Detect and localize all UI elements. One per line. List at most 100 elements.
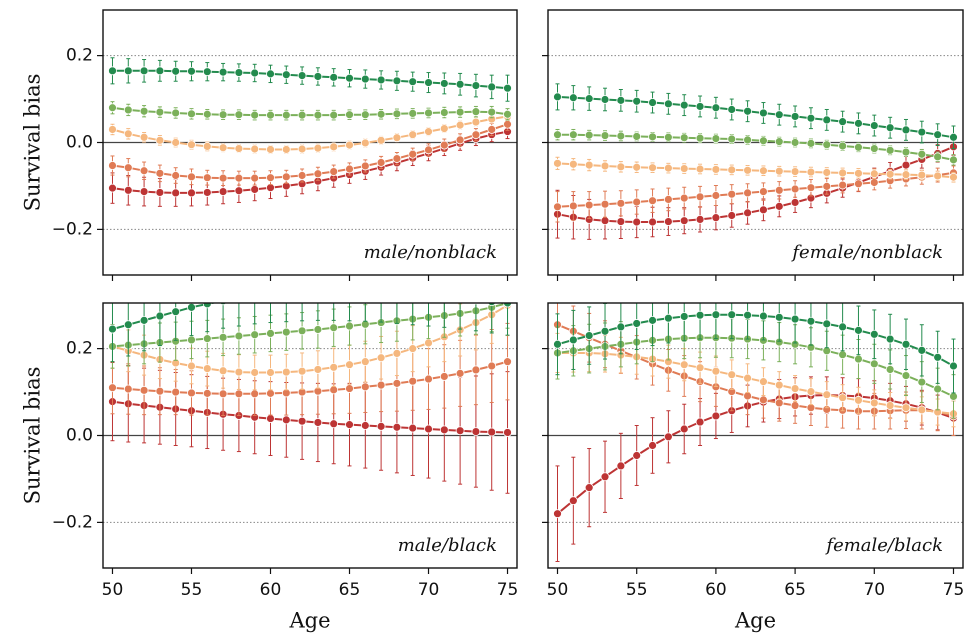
point [455, 107, 465, 117]
point [346, 289, 354, 297]
point [202, 303, 212, 309]
point [392, 154, 402, 163]
point [869, 359, 879, 369]
point [695, 164, 705, 174]
point [648, 441, 657, 450]
point [901, 160, 911, 170]
series [553, 128, 958, 166]
point [838, 350, 848, 360]
point [553, 339, 562, 349]
point [616, 322, 626, 332]
point [759, 377, 768, 387]
series [108, 101, 512, 121]
point [553, 509, 562, 519]
point [933, 152, 943, 162]
point [250, 185, 260, 194]
point [711, 213, 721, 223]
point [759, 108, 768, 118]
point [297, 171, 307, 180]
point [360, 74, 370, 84]
point [759, 166, 768, 176]
point [616, 162, 626, 172]
point [313, 110, 323, 120]
point [329, 167, 339, 177]
point [806, 138, 816, 148]
point [329, 142, 339, 152]
x-tick-label: 70 [418, 580, 440, 600]
x-tick-label: 75 [497, 580, 519, 600]
point [838, 393, 848, 403]
axes-frame [547, 9, 964, 276]
plot-area [548, 303, 963, 562]
point [648, 315, 657, 325]
point [806, 113, 816, 123]
point [679, 216, 689, 226]
plot-area [548, 55, 963, 240]
point [743, 106, 752, 116]
point [854, 179, 863, 189]
point [933, 130, 943, 140]
point [584, 160, 594, 170]
point [281, 145, 291, 154]
point [171, 171, 181, 180]
point [838, 180, 848, 190]
point [345, 140, 354, 150]
point [218, 187, 228, 196]
point [360, 161, 370, 171]
point [695, 102, 705, 111]
point [487, 303, 496, 307]
point [584, 200, 594, 210]
point [695, 417, 705, 427]
point [949, 155, 958, 165]
point [759, 395, 768, 405]
point [584, 331, 594, 340]
point [679, 360, 689, 370]
y-tick-label: −0.2 [52, 512, 93, 532]
point [187, 335, 196, 345]
point [108, 324, 117, 334]
point [218, 143, 228, 153]
point [616, 95, 626, 105]
point [123, 105, 133, 115]
series [553, 303, 958, 394]
point [711, 310, 721, 320]
point [297, 144, 307, 154]
point [743, 188, 752, 198]
point [885, 365, 895, 374]
point [455, 135, 465, 145]
x-tick-label: 60 [705, 580, 727, 600]
point [854, 395, 863, 405]
point [600, 199, 610, 209]
series [553, 83, 958, 150]
point [774, 185, 784, 195]
point [202, 142, 212, 151]
point [266, 69, 275, 79]
point [632, 96, 642, 106]
point [679, 100, 689, 110]
point [695, 363, 705, 373]
point [743, 373, 752, 383]
point [822, 390, 832, 400]
axes-frame [102, 9, 518, 276]
series [553, 156, 958, 183]
point [790, 401, 800, 410]
point [234, 173, 244, 183]
point [917, 127, 927, 137]
series [108, 289, 512, 363]
point [759, 187, 768, 196]
point [393, 291, 401, 299]
point [155, 168, 165, 178]
axes-frame [102, 302, 518, 569]
point [360, 357, 370, 367]
point [266, 145, 275, 154]
plot-area [103, 55, 517, 230]
point [600, 95, 610, 104]
point [632, 451, 642, 460]
point [297, 71, 307, 80]
point [806, 316, 816, 326]
point [202, 188, 212, 197]
point [679, 424, 689, 434]
point [345, 384, 354, 393]
series [108, 57, 512, 102]
